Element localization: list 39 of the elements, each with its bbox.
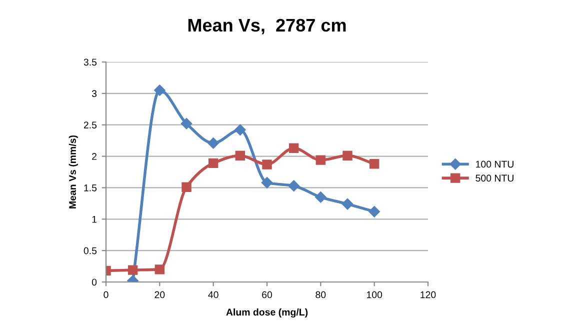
point [369, 158, 380, 169]
point [315, 192, 326, 203]
point [288, 143, 299, 153]
point [182, 182, 192, 192]
x-tick-label: 60 [262, 291, 272, 298]
point [180, 118, 192, 130]
point [261, 177, 273, 188]
y-tick-label: 3 [92, 90, 97, 98]
y-tick-label: 3.5 [84, 58, 97, 66]
chart-title: Mean Vs, 2787 cm [188, 18, 346, 34]
point [316, 155, 326, 165]
x-tick-label: 100 [366, 291, 382, 298]
x-tick-label: 0 [104, 291, 108, 298]
y-tick-label: 2.5 [84, 122, 97, 128]
x-tick-label: 80 [316, 291, 326, 298]
point [342, 198, 354, 210]
point [128, 265, 138, 275]
point [208, 158, 218, 168]
y-tick-label: 1 [92, 216, 96, 223]
point [262, 160, 272, 170]
x-axis-title: Alum dose (mg/L) [226, 308, 308, 318]
x-tick-label: 120 [420, 291, 436, 298]
y-tick-label: 0.5 [84, 247, 97, 254]
y-tick-label: 0 [92, 278, 97, 286]
legend-label: 500 NTU [476, 174, 514, 182]
x-tick-label: 20 [154, 291, 165, 298]
point [208, 137, 219, 149]
x-tick-label: 40 [208, 291, 218, 298]
point [154, 264, 165, 274]
point [154, 84, 166, 96]
legend-label: 100 NTU [476, 160, 514, 168]
point [288, 180, 300, 192]
y-tick-label: 1.5 [84, 184, 97, 192]
point [368, 206, 380, 218]
y-tick-label: 2 [92, 153, 96, 160]
y-axis-title: Mean Vs (mm/s) [68, 135, 78, 208]
point [235, 150, 246, 161]
point [234, 124, 246, 136]
point [342, 150, 352, 161]
